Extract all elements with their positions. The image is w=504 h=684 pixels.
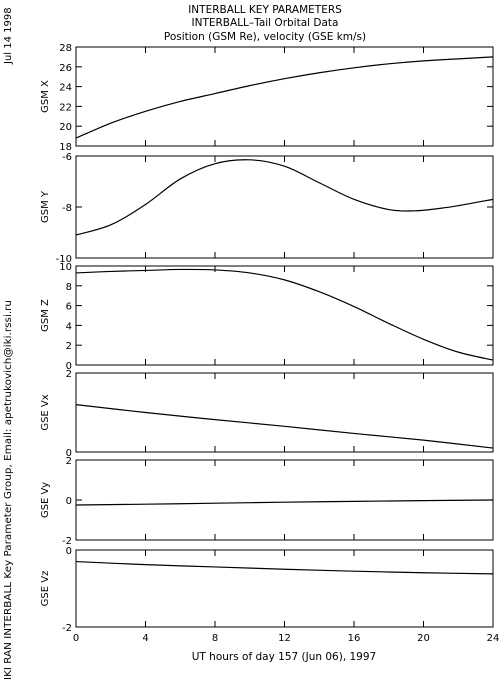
x-tick-label: 16	[348, 633, 361, 644]
y-tick-label-gse-vx: 2	[66, 369, 72, 380]
panel-frame-gsm-x	[75, 46, 494, 147]
y-tick-label-gsm-z: 8	[66, 282, 72, 293]
y-tick-label-gse-vy: -2	[62, 536, 72, 547]
x-tick-label: 0	[73, 633, 79, 644]
y-tick-label-gse-vy: 0	[66, 496, 72, 507]
y-tick-label-gsm-z: 4	[66, 321, 72, 332]
y-tick-label-gsm-y: -10	[56, 254, 72, 265]
panel-frame-gsm-z	[75, 265, 494, 366]
title-line-1: INTERBALL KEY PARAMETERS	[188, 4, 342, 16]
y-axis-label-gse-vz: GSE Vz	[40, 571, 51, 607]
y-axis-label-gsm-y: GSM Y	[40, 190, 51, 223]
series-line-gse-vy	[75, 499, 494, 506]
panel-frame-gse-vx	[75, 372, 494, 453]
y-tick-label-gsm-z: 6	[66, 302, 72, 313]
x-tick-label: 24	[487, 633, 500, 644]
credit-line: IKI RAN INTERBALL Key Parameter Group, E…	[3, 300, 14, 680]
y-tick-label-gsm-z: 0	[66, 361, 72, 372]
y-tick-label-gsm-x: 22	[59, 102, 72, 113]
x-tick-label: 8	[212, 633, 218, 644]
x-tick-label: 20	[417, 633, 430, 644]
title-line-3: Position (GSM Re), velocity (GSE km/s)	[164, 31, 366, 43]
y-tick-label-gsm-x: 28	[59, 43, 72, 54]
panel-frame-gse-vz	[75, 549, 494, 628]
y-axis-label-gsm-z: GSM Z	[40, 299, 51, 332]
y-tick-label-gse-vz: -2	[62, 623, 72, 634]
y-axis-label-gse-vx: GSE Vx	[40, 394, 51, 430]
series-line-gsm-z	[75, 268, 494, 361]
x-tick-label: 12	[278, 633, 291, 644]
y-axis-label-gse-vy: GSE Vy	[40, 482, 51, 518]
series-line-gsm-y	[75, 159, 494, 236]
x-tick-label: 4	[142, 633, 148, 644]
y-tick-label-gsm-y: -6	[62, 152, 72, 163]
y-axis-label-gsm-x: GSM X	[40, 80, 51, 113]
series-line-gsm-x	[75, 56, 494, 139]
title-line-2: INTERBALL–Tail Orbital Data	[192, 17, 339, 29]
y-tick-label-gsm-y: -8	[62, 203, 72, 214]
y-tick-label-gse-vz: 0	[66, 546, 72, 557]
y-tick-label-gsm-x: 24	[59, 83, 72, 94]
y-tick-label-gsm-z: 10	[59, 262, 72, 273]
y-tick-label-gsm-x: 26	[59, 63, 72, 74]
x-axis-title: UT hours of day 157 (Jun 06), 1997	[192, 651, 376, 663]
y-tick-label-gse-vy: 2	[66, 456, 72, 467]
panel-frame-gsm-y	[75, 155, 494, 259]
date-stamp: Jul 14 1998	[3, 7, 14, 65]
y-tick-label-gsm-x: 18	[59, 142, 72, 153]
y-tick-label-gsm-z: 2	[66, 341, 72, 352]
y-tick-label-gsm-x: 20	[59, 122, 72, 133]
series-line-gse-vx	[75, 404, 494, 449]
series-line-gse-vz	[75, 560, 494, 575]
y-tick-label-gse-vx: 0	[66, 448, 72, 459]
